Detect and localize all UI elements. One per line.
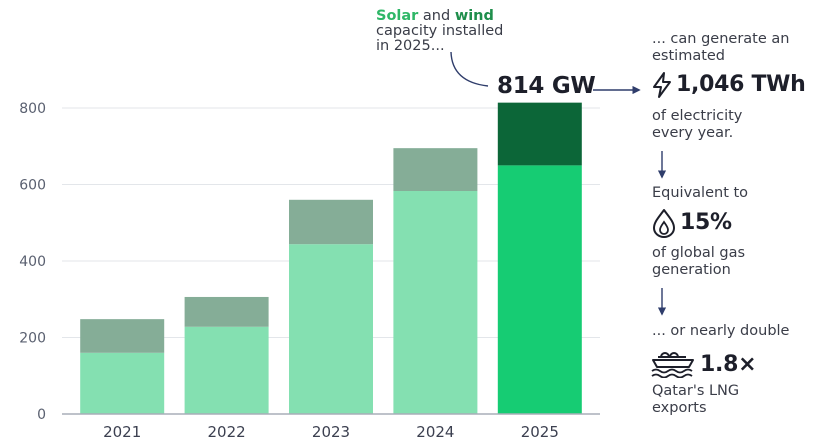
lightning-icon <box>653 72 671 98</box>
and-label: and <box>422 8 451 24</box>
bar-solar-2023 <box>289 244 373 414</box>
generation-intro: ... can generate an estimated <box>652 31 789 65</box>
wind-label: wind <box>454 8 494 24</box>
bar-wind-2025 <box>497 102 582 166</box>
x-tick-label: 2025 <box>521 423 559 440</box>
flame-drop-icon <box>653 209 675 238</box>
gas-after-line-1: of global gas <box>652 245 746 261</box>
bar-wind-2022 <box>184 296 269 327</box>
lng-after: Qatar's LNG exports <box>652 383 739 417</box>
bar-wind-2023 <box>289 199 373 245</box>
lng-after-line-2: exports <box>652 400 707 416</box>
gas-after-line-2: generation <box>652 262 731 278</box>
lng-intro: ... or nearly double <box>652 323 790 339</box>
gas-value: 15% <box>680 210 732 235</box>
bars <box>80 102 582 414</box>
solar-label: Solar <box>376 8 419 24</box>
bar-solar-2025 <box>497 165 582 414</box>
y-tick-label: 0 <box>37 407 46 423</box>
bar-wind-2024 <box>393 148 478 192</box>
annotation-line-3: in 2025... <box>376 38 445 54</box>
generation-intro-line-2: estimated <box>652 48 726 64</box>
gas-intro: Equivalent to <box>652 185 749 201</box>
bar-solar-2024 <box>393 191 478 414</box>
generation-after: of electricity every year. <box>652 108 742 142</box>
gas-after: of global gas generation <box>652 245 745 279</box>
generation-value: 1,046 TWh <box>676 72 806 97</box>
bar-chart: 0 200 400 600 800 2021 2022 2023 2024 2025 <box>19 101 600 440</box>
x-tick-label: 2021 <box>103 423 141 440</box>
y-tick-label: 600 <box>19 178 46 194</box>
generation-after-line-1: of electricity <box>652 108 743 124</box>
x-axis-ticks: 2021 2022 2023 2024 2025 <box>103 423 559 440</box>
bar-wind-2021 <box>80 319 165 353</box>
annotation-line-2: capacity installed <box>376 23 504 39</box>
lng-value: 1.8× <box>700 352 757 377</box>
lng-after-line-1: Qatar's LNG <box>652 383 740 399</box>
lng-ship-icon <box>651 352 694 378</box>
y-tick-label: 400 <box>19 254 46 270</box>
x-tick-label: 2023 <box>312 423 350 440</box>
x-tick-label: 2024 <box>416 423 454 440</box>
total-capacity-value: 814 GW <box>497 73 596 99</box>
generation-intro-line-1: ... can generate an <box>652 31 790 47</box>
bar-solar-2022 <box>184 326 269 414</box>
y-tick-label: 200 <box>19 331 46 347</box>
y-axis-ticks: 0 200 400 600 800 <box>19 101 46 423</box>
bar-solar-2021 <box>80 352 165 414</box>
x-tick-label: 2022 <box>208 423 246 440</box>
capacity-annotation: Solar and wind capacity installed in 202… <box>376 9 526 54</box>
y-tick-label: 800 <box>19 101 46 117</box>
generation-after-line-2: every year. <box>652 125 734 141</box>
